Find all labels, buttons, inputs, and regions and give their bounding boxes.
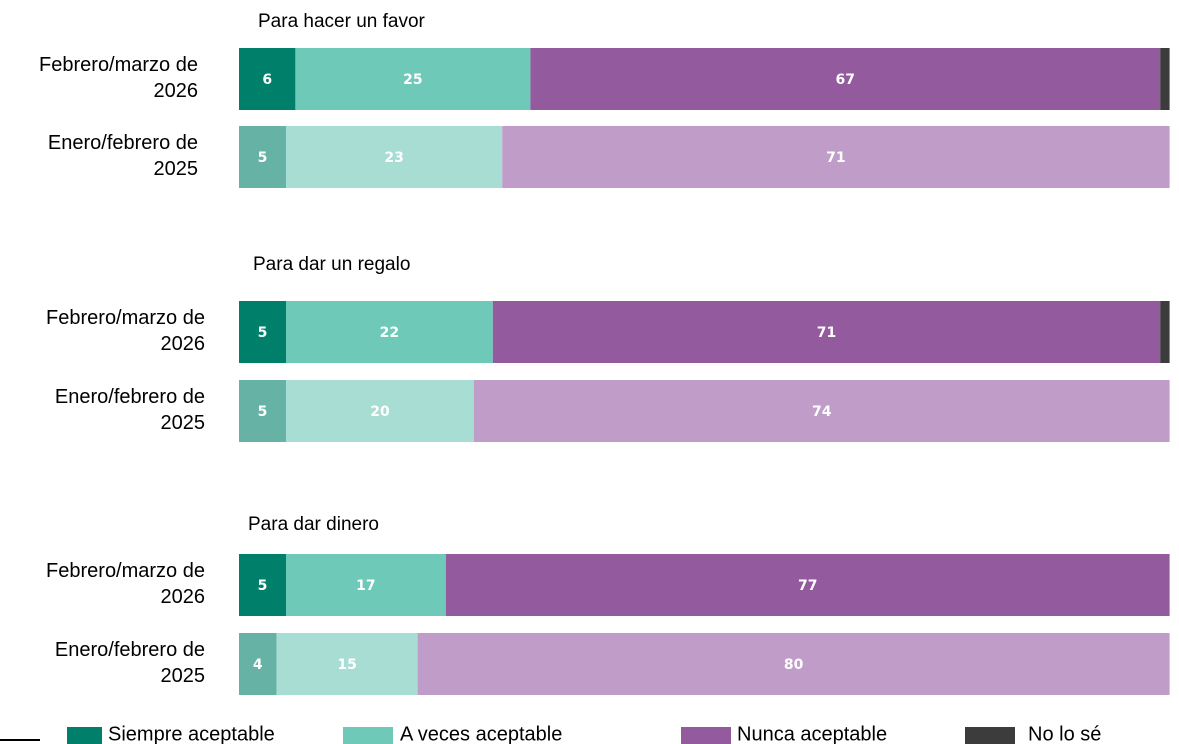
group-title: Para dar un regalo [253,254,410,275]
value-label: 5 [258,325,268,341]
bar-segment [276,633,418,695]
bar-segment [239,633,277,695]
bar-segment [474,380,1170,442]
value-label: 25 [403,72,422,88]
value-label: 5 [258,404,268,420]
row-label: Enero/febrero de 2025 [54,639,205,687]
legend-label: No lo sé [1028,723,1101,744]
legend-swatch [681,727,731,744]
value-label: 6 [262,72,272,88]
bar-segment [239,126,286,188]
group-title: Para hacer un favor [258,11,426,32]
bar-segment [1160,48,1170,110]
legend-label: Nunca aceptable [737,723,887,744]
value-label: 23 [384,150,403,166]
value-label: 5 [258,578,268,594]
value-label: 67 [836,72,855,88]
value-label: 71 [817,325,836,341]
legend-swatch [343,727,393,744]
row-label: Febrero/marzo de 2026 [46,307,205,355]
bar-segment [239,554,286,616]
bar-segment [530,48,1161,110]
legend-swatch [67,727,102,744]
bar-segment [502,126,1170,188]
row-label: Enero/febrero de 2025 [54,386,205,434]
bar-segment [492,301,1161,363]
bar-segment [239,48,296,110]
bar-segment [286,380,474,442]
row-label: Enero/febrero de 2025 [47,132,198,180]
value-label: 22 [380,325,399,341]
legend-label: Siempre aceptable [108,723,275,744]
bar-segment [286,126,503,188]
legend-swatch [965,727,1015,744]
value-label: 17 [356,578,375,594]
value-label: 77 [798,578,817,594]
bar-segment [295,48,531,110]
bar-segment [239,301,286,363]
value-label: 4 [253,657,263,673]
bar-segment [417,633,1170,695]
bar-segment [1160,301,1170,363]
bar-segment [286,301,493,363]
row-label: Febrero/marzo de 2026 [46,560,205,608]
value-label: 15 [337,657,356,673]
row-label: Febrero/marzo de 2026 [39,54,198,102]
bar-segment [239,380,286,442]
value-label: 71 [826,150,845,166]
bar-segment [286,554,446,616]
value-label: 20 [370,404,390,420]
value-label: 80 [784,657,804,673]
value-label: 74 [812,404,832,420]
value-label: 5 [258,150,268,166]
legend-label: A veces aceptable [400,723,562,744]
bar-segment [445,554,1170,616]
group-title: Para dar dinero [248,514,379,535]
